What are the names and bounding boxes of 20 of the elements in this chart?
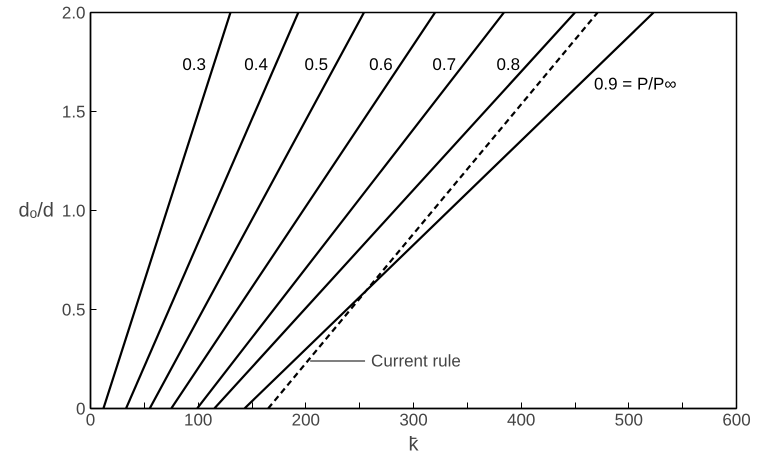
series-label: 0.6 (369, 54, 393, 74)
series-label: 0.7 (432, 54, 456, 74)
series-label: 0.5 (304, 54, 328, 74)
y-tick-label: 2.0 (62, 4, 86, 22)
x-axis-title: k̄ (408, 434, 420, 456)
x-tick-label: 100 (184, 410, 212, 430)
annotation: Current rule (371, 351, 461, 370)
x-tick-label: 300 (399, 410, 428, 430)
series-label: 0.9 = P/P∞ (594, 74, 676, 94)
series-label: 0.8 (496, 54, 520, 74)
x-tick-label: 400 (506, 410, 536, 430)
x-tick-label: 500 (614, 410, 644, 430)
x-tick-label: 200 (292, 410, 320, 430)
series-label: 0.3 (182, 54, 206, 74)
y-axis-title: dₒ/d (18, 200, 54, 222)
series-label: 0.4 (244, 54, 268, 74)
y-tick-label: 1.0 (62, 202, 86, 220)
y-tick-label: 0.5 (62, 300, 86, 320)
y-tick-label: 1.5 (62, 102, 86, 122)
x-tick-label: 600 (722, 410, 751, 430)
